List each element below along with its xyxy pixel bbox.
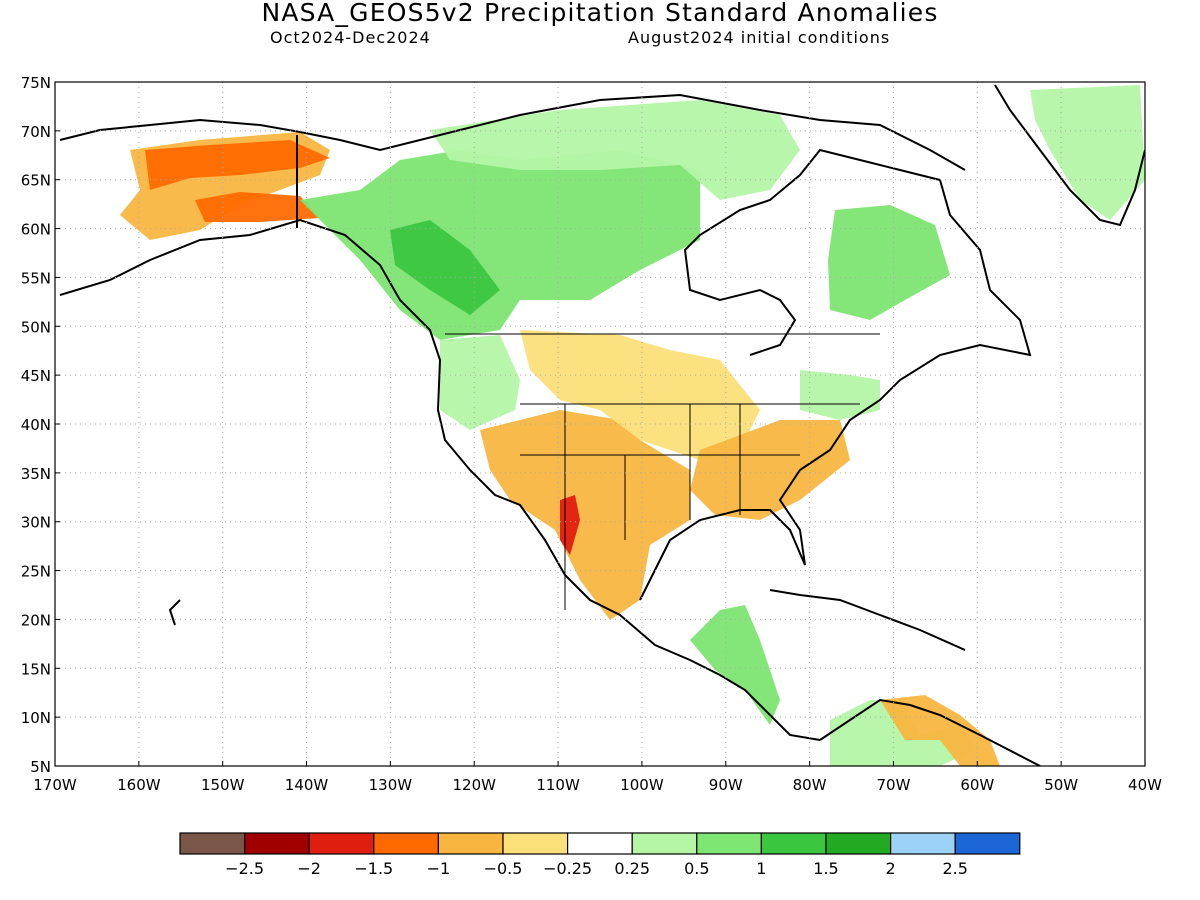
- lon-label: 50W: [1044, 776, 1078, 794]
- lat-label: 30N: [21, 514, 51, 532]
- coastline-layer: [59, 84, 1145, 766]
- anomaly-northeast-wet: [800, 370, 880, 420]
- colorbar-label: 2: [886, 859, 896, 878]
- anomaly-venezuela-dry: [880, 695, 1000, 766]
- coastline-segment: [639, 148, 1032, 601]
- colorbar: −2.5 −2 −1.5 −1 −0.5 −0.25 0.25 0.5 1 1.5 2 2.5: [179, 832, 1021, 878]
- map-title: NASA_GEOS5v2 Precipitation Standard Anom…: [261, 0, 939, 27]
- colorbar-swatch: [760, 832, 827, 855]
- colorbar-swatch: [825, 832, 892, 855]
- lon-label: 80W: [793, 776, 827, 794]
- colorbar-label: 2.5: [942, 859, 967, 878]
- lon-label: 120W: [452, 776, 496, 794]
- anomaly-southeast-us-dry: [690, 420, 850, 520]
- coastline-segment: [59, 218, 821, 741]
- graticule: [55, 82, 1145, 766]
- lon-label: 140W: [285, 776, 329, 794]
- lon-label: 100W: [620, 776, 664, 794]
- lat-label: 5N: [30, 758, 51, 776]
- colorbar-swatch: [244, 832, 310, 855]
- forecast-period: Oct2024-Dec2024: [270, 28, 431, 47]
- anomaly-central-america-wet: [690, 605, 780, 725]
- lat-label: 10N: [21, 709, 51, 727]
- colorbar-label: 0.25: [614, 859, 650, 878]
- colorbar-swatch: [889, 832, 956, 855]
- colorbar-swatch: [566, 832, 633, 855]
- colorbar-label: −2.5: [225, 859, 264, 878]
- lon-label: 60W: [960, 776, 994, 794]
- lat-label: 50N: [21, 318, 51, 336]
- lon-label: 110W: [536, 776, 580, 794]
- lon-label: 160W: [117, 776, 161, 794]
- anomaly-fill-layer: [120, 85, 1145, 766]
- anomaly-pacific-northwest-wet: [440, 335, 520, 430]
- colorbar-label: 1.5: [813, 859, 838, 878]
- colorbar-label: 1: [756, 859, 766, 878]
- colorbar-label: −1.5: [354, 859, 393, 878]
- colorbar-swatch: [179, 832, 246, 855]
- lat-label: 40N: [21, 416, 51, 434]
- coastline-segment: [59, 93, 966, 171]
- coastline-segment: [769, 589, 966, 651]
- lat-label: 75N: [21, 74, 51, 92]
- lat-label: 20N: [21, 611, 51, 629]
- anomaly-central-us-dry: [520, 330, 760, 460]
- colorbar-swatch: [373, 832, 439, 855]
- latitude-axis: 75N 70N 65N 60N 55N 50N 45N 40N 35N 30N 25N 20N 15N 1…: [21, 74, 60, 776]
- colorbar-label: −0.25: [543, 859, 592, 878]
- colorbar-label: −0.5: [484, 859, 523, 878]
- coastline-segment: [168, 599, 181, 626]
- initial-conditions: August2024 initial conditions: [628, 28, 891, 47]
- colorbar-swatch: [308, 832, 375, 855]
- lon-label: 130W: [369, 776, 413, 794]
- longitude-axis: 170W 160W 150W 140W 130W 120W 110W 100W 90W 80W 70…: [33, 761, 1162, 794]
- anomaly-central-canada-wet: [430, 100, 800, 200]
- colorbar-swatch: [696, 832, 762, 855]
- lon-label: 150W: [201, 776, 245, 794]
- coastline-segment: [994, 84, 1145, 227]
- lat-label: 70N: [21, 123, 51, 141]
- colorbar-swatch: [954, 832, 1021, 855]
- lon-label: 40W: [1128, 776, 1162, 794]
- colorbar-swatch: [502, 832, 569, 855]
- colorbar-swatch: [631, 832, 698, 855]
- anomaly-alaska-strong-dry: [145, 140, 330, 222]
- anomaly-southwest-us-dry: [480, 410, 690, 620]
- lon-label: 90W: [709, 776, 743, 794]
- colorbar-swatch: [437, 832, 504, 855]
- anomaly-western-canada-wet: [300, 150, 700, 340]
- coastline-segment: [819, 698, 1041, 766]
- lon-label: 170W: [33, 776, 77, 794]
- lat-label: 45N: [21, 367, 51, 385]
- lat-label: 65N: [21, 172, 51, 190]
- lat-label: 25N: [21, 563, 51, 581]
- colorbar-label: 0.5: [684, 859, 709, 878]
- anomaly-greenland-wet: [1030, 85, 1145, 220]
- anomaly-quebec-labrador-wet: [828, 205, 950, 320]
- lat-label: 60N: [21, 221, 51, 239]
- colorbar-label: −1: [427, 859, 451, 878]
- lon-label: 70W: [877, 776, 911, 794]
- colorbar-label: −2: [297, 859, 321, 878]
- lat-label: 35N: [21, 465, 51, 483]
- lat-label: 55N: [21, 269, 51, 287]
- anomaly-nw-canada-moderate-wet: [390, 220, 500, 315]
- lat-label: 15N: [21, 660, 51, 678]
